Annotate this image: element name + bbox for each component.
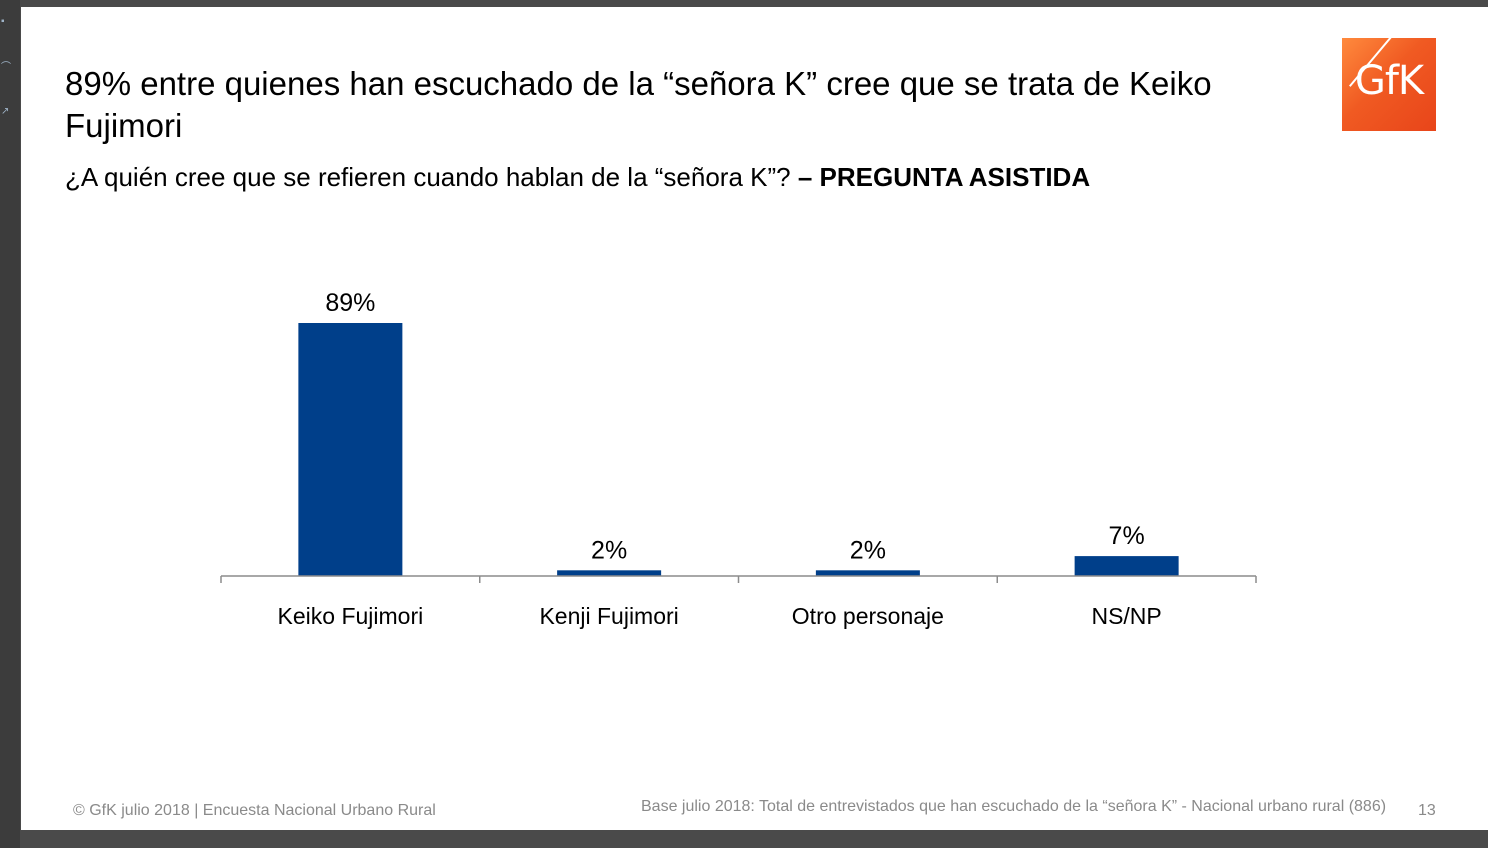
category-label-3: Otro personaje [792, 603, 944, 629]
left-strip: ▪ ⌒ ↗ [0, 0, 20, 848]
footer-base-note: Base julio 2018: Total de entrevistados … [641, 798, 1387, 815]
bar-4 [1074, 556, 1179, 576]
page-number: 13 [1418, 802, 1436, 819]
bar-chart: 89% Keiko Fujimori 2% Kenji Fujimori 2% Otro … [220, 289, 1257, 629]
category-label-1: Keiko Fujimori [278, 603, 424, 629]
bar-3 [815, 570, 920, 576]
bar-2 [557, 570, 662, 576]
question: ¿A quién cree que se refieren cuando hab… [65, 162, 791, 192]
slide-thumb-icon[interactable]: ▪ [1, 16, 5, 27]
category-label-2: Kenji Fujimori [539, 603, 678, 629]
data-label-2: 2% [591, 536, 627, 564]
question-tag: – PREGUNTA ASISTIDA [797, 162, 1091, 192]
question-text: ¿A quién cree que se refieren cuando hab… [65, 162, 1090, 193]
slide-title: 89% entre quienes han escuchado de la “s… [65, 65, 1212, 144]
data-label-1: 89% [325, 289, 375, 317]
data-label-3: 2% [850, 536, 886, 564]
slide: 89% entre quienes han escuchado de la “s… [21, 7, 1488, 830]
notes-icon[interactable]: ⌒ [1, 62, 11, 73]
data-label-4: 7% [1109, 522, 1145, 550]
bar-1 [298, 323, 403, 576]
footer-copyright: © GfK julio 2018 | Encuesta Nacional Urb… [73, 802, 436, 819]
category-label-4: NS/NP [1091, 603, 1161, 629]
gfk-logo: GfK [1342, 38, 1436, 131]
pen-icon[interactable]: ↗ [1, 106, 10, 117]
